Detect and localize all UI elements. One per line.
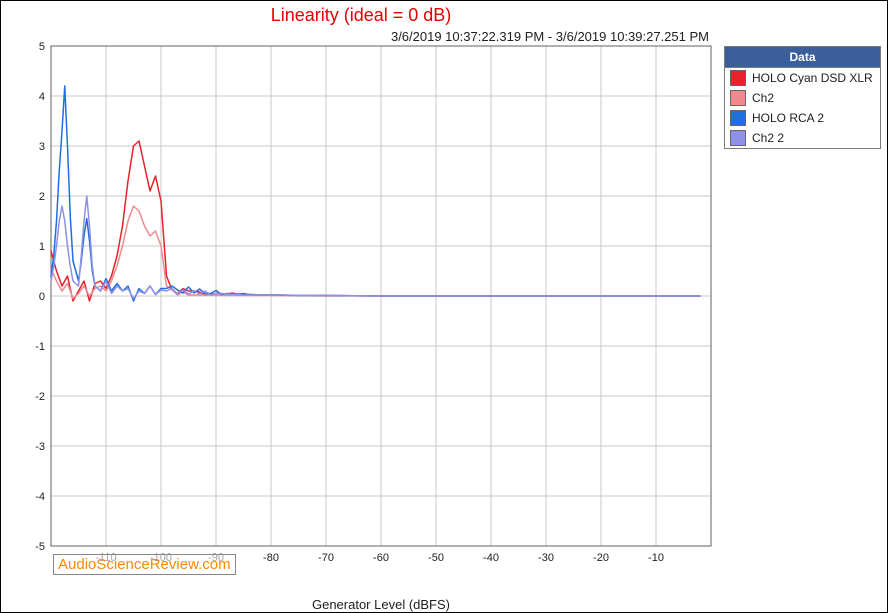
svg-text:-3: -3 bbox=[35, 441, 45, 453]
legend-label: HOLO RCA 2 bbox=[752, 111, 824, 125]
chart-svg: -5-4-3-2-1012345-110-100-90-80-70-60-50-… bbox=[51, 46, 711, 571]
chart-title: Linearity (ideal = 0 dB) bbox=[1, 5, 721, 26]
chart-container: Linearity (ideal = 0 dB) 3/6/2019 10:37:… bbox=[0, 0, 888, 613]
chart-subtitle: 3/6/2019 10:37:22.319 PM - 3/6/2019 10:3… bbox=[1, 29, 721, 44]
svg-text:-10: -10 bbox=[648, 552, 664, 564]
svg-text:-80: -80 bbox=[263, 552, 279, 564]
svg-text:-40: -40 bbox=[483, 552, 499, 564]
svg-text:-1: -1 bbox=[35, 341, 45, 353]
svg-text:3: 3 bbox=[39, 141, 45, 153]
svg-text:5: 5 bbox=[39, 41, 45, 53]
svg-text:1: 1 bbox=[39, 241, 45, 253]
svg-text:-70: -70 bbox=[318, 552, 334, 564]
svg-text:-60: -60 bbox=[373, 552, 389, 564]
legend-swatch bbox=[730, 130, 746, 146]
legend-label: Ch2 2 bbox=[752, 131, 784, 145]
watermark: AudioScienceReview.com bbox=[53, 554, 236, 575]
svg-text:-50: -50 bbox=[428, 552, 444, 564]
legend-row: HOLO RCA 2 bbox=[725, 108, 880, 128]
svg-text:4: 4 bbox=[39, 91, 45, 103]
legend-swatch bbox=[730, 110, 746, 126]
legend-header: Data bbox=[725, 47, 880, 68]
svg-text:-5: -5 bbox=[35, 541, 45, 553]
legend: Data HOLO Cyan DSD XLR Ch2 HOLO RCA 2 Ch2 2 bbox=[724, 46, 881, 149]
legend-label: HOLO Cyan DSD XLR bbox=[752, 71, 873, 85]
legend-row: Ch2 2 bbox=[725, 128, 880, 148]
legend-row: HOLO Cyan DSD XLR bbox=[725, 68, 880, 88]
svg-text:-2: -2 bbox=[35, 391, 45, 403]
svg-text:2: 2 bbox=[39, 191, 45, 203]
legend-label: Ch2 bbox=[752, 91, 774, 105]
svg-text:-30: -30 bbox=[538, 552, 554, 564]
svg-text:-4: -4 bbox=[35, 491, 45, 503]
svg-text:-20: -20 bbox=[593, 552, 609, 564]
x-axis-label: Generator Level (dBFS) bbox=[51, 597, 711, 612]
legend-swatch bbox=[730, 70, 746, 86]
plot-area: -5-4-3-2-1012345-110-100-90-80-70-60-50-… bbox=[51, 46, 711, 571]
legend-row: Ch2 bbox=[725, 88, 880, 108]
legend-swatch bbox=[730, 90, 746, 106]
svg-text:0: 0 bbox=[39, 291, 45, 303]
